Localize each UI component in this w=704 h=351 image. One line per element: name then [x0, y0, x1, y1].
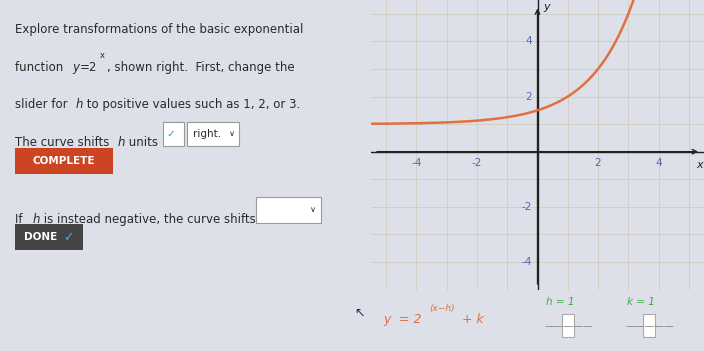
Text: -4: -4 [522, 257, 532, 267]
Text: ✓: ✓ [63, 231, 74, 244]
Text: h: h [118, 136, 125, 149]
Text: 4: 4 [655, 158, 662, 168]
Text: DONE: DONE [25, 232, 58, 243]
Text: to positive values such as 1, 2, or 3.: to positive values such as 1, 2, or 3. [83, 98, 300, 112]
Text: —————: ————— [544, 322, 593, 331]
Text: -4: -4 [411, 158, 422, 168]
Text: ✓: ✓ [166, 129, 175, 139]
Text: ∨: ∨ [228, 130, 234, 138]
Text: =2: =2 [80, 61, 97, 74]
Text: y: y [543, 2, 550, 12]
Text: y: y [384, 312, 391, 326]
Text: h = 1: h = 1 [546, 297, 574, 307]
Text: + k: + k [458, 312, 484, 326]
Text: Explore transformations of the basic exponential: Explore transformations of the basic exp… [15, 23, 303, 36]
Text: If: If [15, 213, 26, 226]
Text: The curve shifts: The curve shifts [15, 136, 113, 149]
Text: COMPLETE: COMPLETE [33, 156, 95, 166]
Text: , shown right.  First, change the: , shown right. First, change the [107, 61, 294, 74]
Text: 2: 2 [525, 92, 532, 101]
Text: h: h [32, 213, 40, 226]
Text: h: h [76, 98, 84, 112]
Text: x: x [99, 51, 104, 60]
Text: (x−h): (x−h) [429, 304, 455, 312]
Text: ↖: ↖ [354, 306, 364, 319]
Text: right.: right. [193, 129, 220, 139]
Text: 4: 4 [525, 37, 532, 46]
Text: -2: -2 [472, 158, 482, 168]
Text: = 2: = 2 [395, 312, 422, 326]
Text: ∨: ∨ [310, 205, 316, 214]
Text: k = 1: k = 1 [627, 297, 655, 307]
Text: -2: -2 [522, 202, 532, 212]
Text: x: x [696, 160, 703, 170]
Text: y: y [73, 61, 80, 74]
Text: function: function [15, 61, 67, 74]
Text: is instead negative, the curve shifts: is instead negative, the curve shifts [40, 213, 256, 226]
Text: 2: 2 [595, 158, 601, 168]
Text: slider for: slider for [15, 98, 71, 112]
Text: —————: ————— [625, 322, 674, 331]
Text: units: units [125, 136, 158, 149]
